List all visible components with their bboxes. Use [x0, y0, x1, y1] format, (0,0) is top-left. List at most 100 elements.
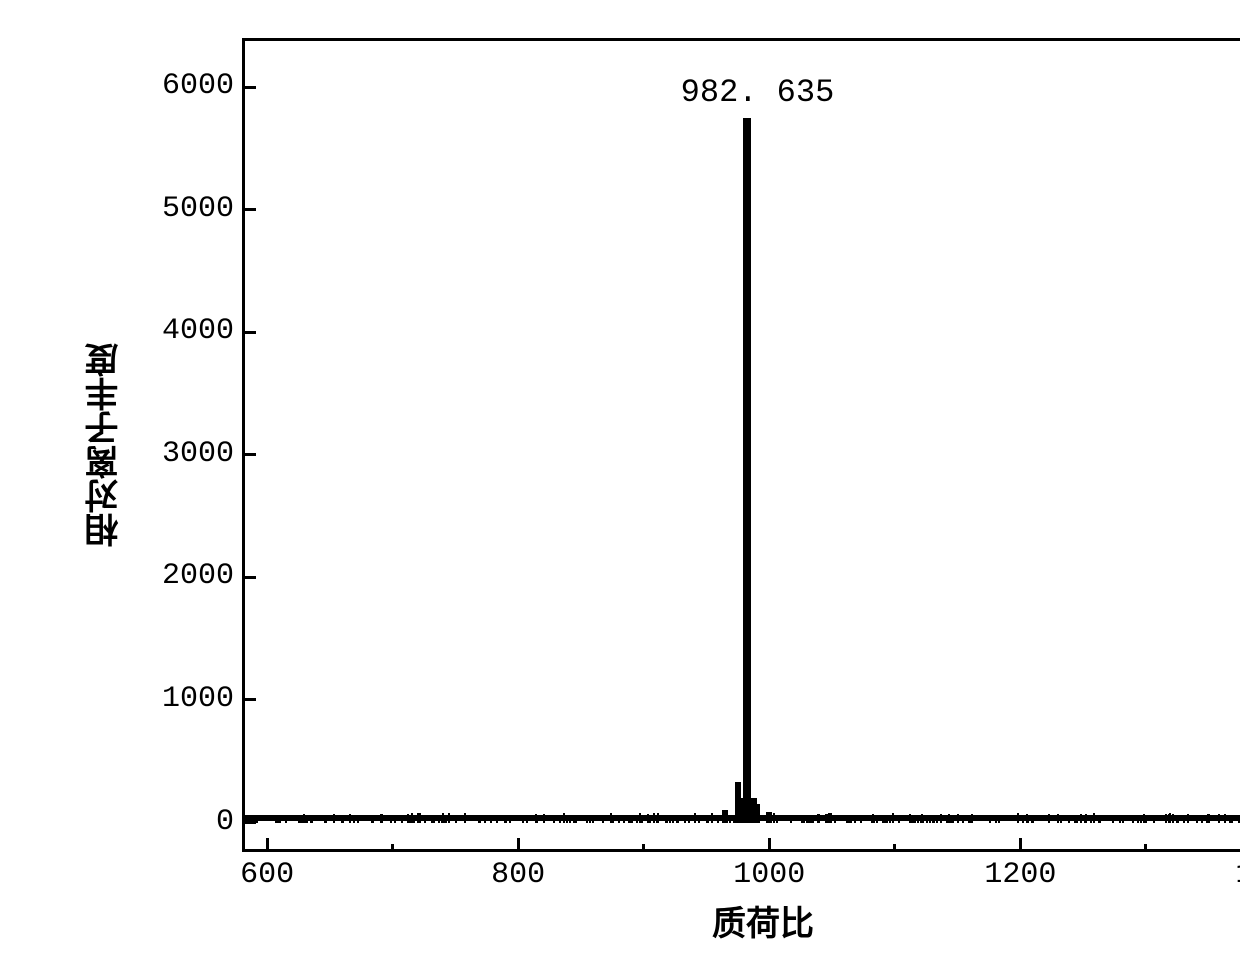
- noise-spike: [913, 816, 915, 823]
- noise-spike: [394, 817, 396, 823]
- x-tick-label: 1400: [1231, 858, 1240, 892]
- noise-spike: [602, 818, 604, 822]
- noise-spike: [971, 814, 973, 822]
- noise-spike: [962, 818, 964, 823]
- noise-spike: [569, 817, 571, 822]
- noise-spike: [649, 817, 651, 823]
- noise-spike: [1132, 815, 1134, 823]
- y-tick-label: 6000: [162, 69, 234, 103]
- noise-spike: [1048, 814, 1050, 823]
- noise-spike: [854, 816, 856, 822]
- y-tick-label: 4000: [162, 314, 234, 348]
- noise-spike: [676, 818, 678, 822]
- noise-spike: [957, 814, 959, 822]
- noise-spike: [563, 813, 565, 822]
- y-tick-mark: [242, 453, 256, 456]
- noise-spike: [846, 816, 848, 822]
- noise-spike: [464, 813, 466, 822]
- noise-spike: [647, 814, 649, 823]
- noise-spike: [1022, 816, 1024, 823]
- noise-spike: [298, 816, 300, 822]
- noise-spike: [829, 813, 831, 823]
- noise-spike: [889, 817, 891, 823]
- noise-spike: [639, 813, 641, 822]
- noise-spike: [669, 818, 671, 823]
- noise-spike: [448, 813, 450, 823]
- chart-container: 相对离子丰度 质荷比 982. 635 01000200030004000500…: [60, 20, 1220, 920]
- noise-spike: [612, 815, 614, 823]
- noise-spike: [1090, 818, 1092, 822]
- noise-spike: [936, 816, 938, 822]
- noise-spike: [509, 816, 511, 823]
- noise-spike: [279, 818, 281, 823]
- noise-spike: [636, 819, 638, 823]
- noise-spike: [665, 817, 667, 823]
- noise-spike: [933, 817, 935, 823]
- noise-spike: [717, 818, 719, 823]
- noise-spike: [535, 814, 537, 823]
- noise-spike: [484, 816, 486, 823]
- y-tick-label: 1000: [162, 682, 234, 716]
- noise-spike: [1098, 818, 1100, 822]
- noise-spike: [445, 815, 447, 822]
- noise-spike: [1080, 814, 1082, 823]
- noise-spike: [431, 816, 433, 822]
- noise-spike: [1027, 819, 1029, 823]
- y-tick-mark: [242, 208, 256, 211]
- noise-spike: [817, 814, 819, 823]
- noise-spike: [926, 815, 928, 823]
- noise-spike: [1196, 819, 1198, 823]
- noise-spike: [1229, 816, 1231, 823]
- noise-spike: [586, 816, 588, 823]
- noise-spike: [522, 815, 524, 823]
- noise-spike: [390, 815, 392, 823]
- noise-spike: [407, 819, 409, 823]
- noise-spike: [1187, 814, 1189, 823]
- noise-spike: [300, 816, 302, 823]
- small-peak: [722, 810, 728, 822]
- small-peak: [766, 812, 772, 823]
- noise-spike: [310, 816, 312, 822]
- noise-spike: [371, 815, 373, 823]
- noise-spike: [333, 814, 335, 822]
- noise-spike: [995, 818, 997, 823]
- x-minor-tick-mark: [1144, 844, 1147, 852]
- y-tick-mark: [242, 86, 256, 89]
- noise-spike: [834, 816, 836, 823]
- noise-spike: [968, 815, 970, 823]
- noise-spike: [353, 818, 355, 822]
- x-tick-mark: [1019, 838, 1022, 852]
- noise-spike: [1017, 813, 1019, 822]
- noise-spike: [898, 818, 900, 823]
- noise-spike: [706, 818, 708, 822]
- noise-spike: [1172, 814, 1174, 822]
- noise-spike: [478, 815, 480, 823]
- y-tick-label: 0: [216, 805, 234, 839]
- noise-spike: [876, 818, 878, 823]
- noise-spike: [349, 814, 351, 823]
- noise-spike: [1085, 814, 1087, 822]
- y-tick-mark: [242, 576, 256, 579]
- noise-spike: [256, 815, 258, 823]
- noise-spike: [1207, 814, 1209, 822]
- noise-spike: [504, 815, 506, 822]
- noise-spike: [559, 817, 561, 823]
- y-tick-mark: [242, 821, 256, 824]
- x-minor-tick-mark: [642, 844, 645, 852]
- x-tick-label: 800: [478, 858, 558, 892]
- noise-spike: [790, 816, 792, 822]
- noise-spike: [803, 816, 805, 822]
- noise-spike: [776, 816, 778, 822]
- x-axis-label: 质荷比: [693, 896, 833, 945]
- y-tick-label: 2000: [162, 559, 234, 593]
- noise-spike: [553, 816, 555, 822]
- noise-spike: [589, 818, 591, 822]
- noise-spike: [306, 819, 308, 823]
- noise-spike: [1068, 818, 1070, 823]
- noise-spike: [1153, 817, 1155, 822]
- noise-spike: [543, 814, 545, 823]
- noise-spike: [623, 817, 625, 822]
- plot-area: [242, 38, 1240, 852]
- noise-spike: [438, 815, 440, 822]
- noise-spike: [1076, 815, 1078, 823]
